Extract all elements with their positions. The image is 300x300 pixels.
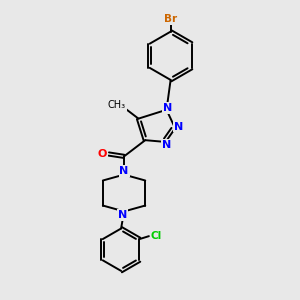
Text: CH₃: CH₃ — [108, 100, 126, 110]
Text: N: N — [118, 210, 127, 220]
Text: Cl: Cl — [151, 231, 162, 241]
Text: O: O — [98, 149, 107, 159]
Text: N: N — [162, 140, 171, 150]
Text: N: N — [174, 122, 183, 132]
Text: N: N — [164, 103, 172, 113]
Text: N: N — [119, 166, 129, 176]
Text: Br: Br — [164, 14, 177, 24]
